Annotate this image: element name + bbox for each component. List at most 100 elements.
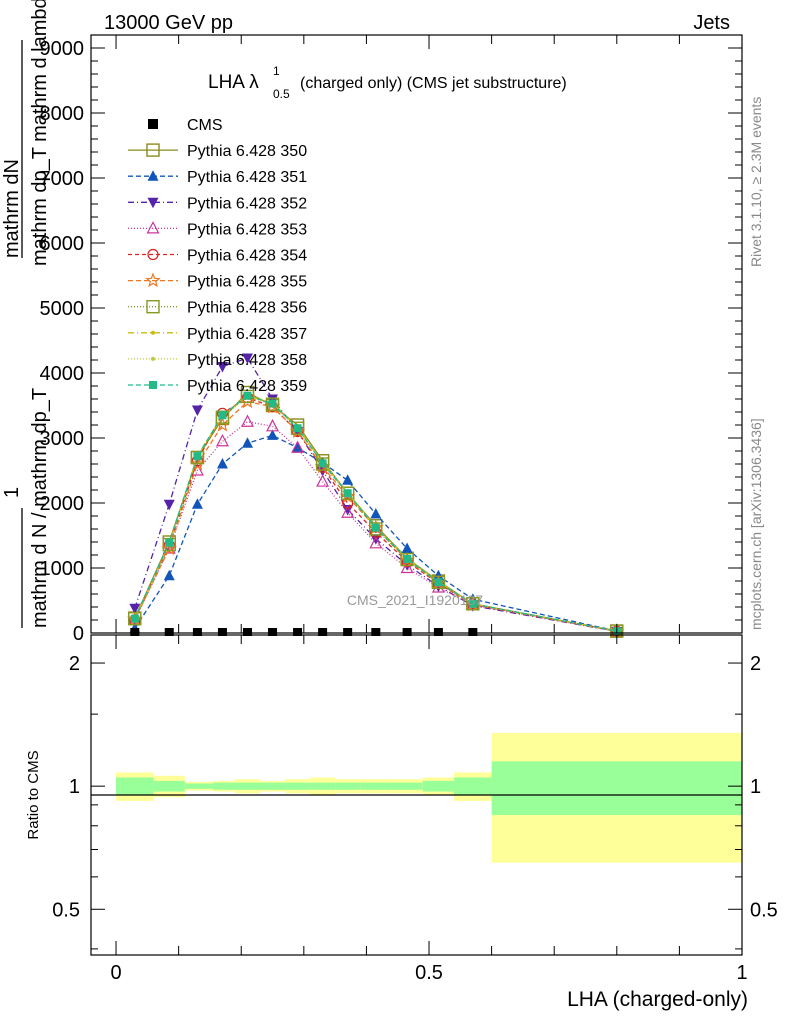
series-point	[342, 497, 354, 509]
legend-label: Pythia 6.428 355	[187, 274, 307, 291]
series-point	[215, 433, 229, 447]
ratio-frame	[90, 634, 743, 956]
ratio-y-tick-label-right: 1	[750, 776, 761, 798]
data-point	[242, 628, 252, 636]
series-point	[162, 541, 176, 554]
ratio-band-inner	[391, 782, 423, 790]
legend-marker	[146, 143, 160, 157]
series-point	[216, 362, 228, 373]
series-point	[241, 353, 253, 365]
data-point	[164, 628, 174, 636]
series-point	[466, 597, 480, 611]
series-point	[243, 391, 252, 400]
series-point	[316, 474, 330, 487]
main-x-ticks	[115, 35, 743, 633]
series-point	[241, 437, 253, 448]
ratio-band-inner	[310, 782, 336, 790]
legend-label: Pythia 6.428 359	[187, 378, 307, 395]
y-tick-label: 8000	[40, 103, 85, 125]
series-point	[163, 569, 175, 581]
series-point	[191, 498, 203, 509]
series-point	[268, 399, 277, 408]
ratio-band-inner	[491, 761, 742, 816]
legend-marker	[149, 381, 157, 389]
data-point	[293, 628, 303, 636]
legend-label: Pythia 6.428 352	[187, 195, 307, 212]
series-point	[189, 455, 206, 471]
series-point	[371, 523, 380, 532]
series-line	[134, 421, 617, 633]
y-tick-label: 1000	[40, 558, 85, 580]
ratio-band-inner	[360, 782, 392, 790]
series-point	[265, 397, 280, 411]
ratio-band-inner	[422, 780, 455, 792]
legend-marker	[147, 248, 159, 261]
x-axis-label: LHA (charged-only)	[567, 988, 748, 1011]
series-point	[403, 554, 412, 563]
legend-marker	[147, 197, 159, 209]
legend-item: Pythia 6.428 358	[128, 352, 307, 369]
data-point	[433, 628, 443, 636]
series-line	[134, 357, 617, 633]
ratio-bands	[116, 732, 742, 863]
legend-item: Pythia 6.428 350	[128, 143, 307, 160]
legend-label: Pythia 6.428 356	[187, 300, 307, 317]
ratio-y-tick-label-right: 2	[750, 653, 761, 675]
legend-item: Pythia 6.428 351	[128, 169, 307, 186]
legend-label: Pythia 6.428 357	[187, 326, 307, 343]
legend-label: Pythia 6.428 358	[187, 352, 307, 369]
y-label-top-denominator: mathrm dp_T mathrm d lambda	[29, 0, 51, 266]
series-point	[267, 429, 279, 440]
plot-title: LHA λ 1 0.5 (charged only) (CMS jet subs…	[208, 64, 567, 101]
y-tick-label: 0	[73, 623, 84, 645]
series-line	[134, 434, 617, 632]
series-point	[240, 414, 254, 427]
series-point	[161, 540, 177, 556]
legend-label: Pythia 6.428 353	[187, 221, 307, 238]
series-point	[341, 505, 355, 518]
series-point	[369, 522, 383, 536]
series-point	[292, 441, 304, 453]
legend-label: Pythia 6.428 351	[187, 169, 307, 186]
legend-marker	[151, 356, 155, 361]
series-point	[218, 411, 227, 420]
series-line	[134, 394, 617, 632]
main-panel: 0 1000 2000 3000 4000 5000 6000 7000 8000 9000 CM…	[1, 0, 743, 645]
ratio-panel: 0.5 0.51 12 2 0 0.5 1 Ratio to CMS LHA (charg…	[25, 634, 778, 1011]
series-point	[162, 537, 176, 552]
legend-item: Pythia 6.428 352	[128, 195, 307, 212]
series-point	[400, 552, 414, 567]
title-rest: (charged only) (CMS jet substructure)	[300, 75, 567, 92]
series-point	[468, 599, 477, 608]
legend-item: Pythia 6.428 355	[128, 272, 307, 291]
series-point	[193, 452, 202, 461]
legend-item: Pythia 6.428 357	[128, 326, 307, 343]
title-sub: 0.5	[273, 87, 290, 101]
series-point	[399, 552, 415, 567]
series-point	[434, 578, 443, 587]
ratio-band-inner	[153, 780, 185, 792]
legend-marker	[146, 300, 160, 314]
series-line	[134, 400, 617, 632]
series-point	[401, 542, 413, 553]
y-tick-label: 6000	[40, 233, 85, 255]
legend-marker	[147, 170, 159, 181]
ratio-band-inner	[184, 783, 214, 789]
y-tick-label: 4000	[40, 363, 85, 385]
y-tick-label: 5000	[40, 298, 85, 320]
series-point	[191, 405, 203, 417]
series-point	[343, 489, 352, 498]
series-point	[370, 508, 382, 519]
title-sup: 1	[273, 64, 280, 78]
ratio-band-inner	[116, 777, 154, 796]
mcplots-label: mcplots.cern.ch [arXiv:1306.3436]	[748, 418, 764, 630]
y-tick-label: 7000	[40, 168, 85, 190]
series-line	[134, 395, 617, 632]
legend-marker	[146, 221, 160, 234]
header-left: 13000 GeV pp	[104, 12, 233, 34]
legend-marker	[145, 272, 161, 288]
ratio-y-label: Ratio to CMS	[25, 750, 42, 839]
series-point	[400, 560, 414, 574]
rivet-label: Rivet 3.1.10, ≥ 2.3M events	[748, 97, 764, 267]
